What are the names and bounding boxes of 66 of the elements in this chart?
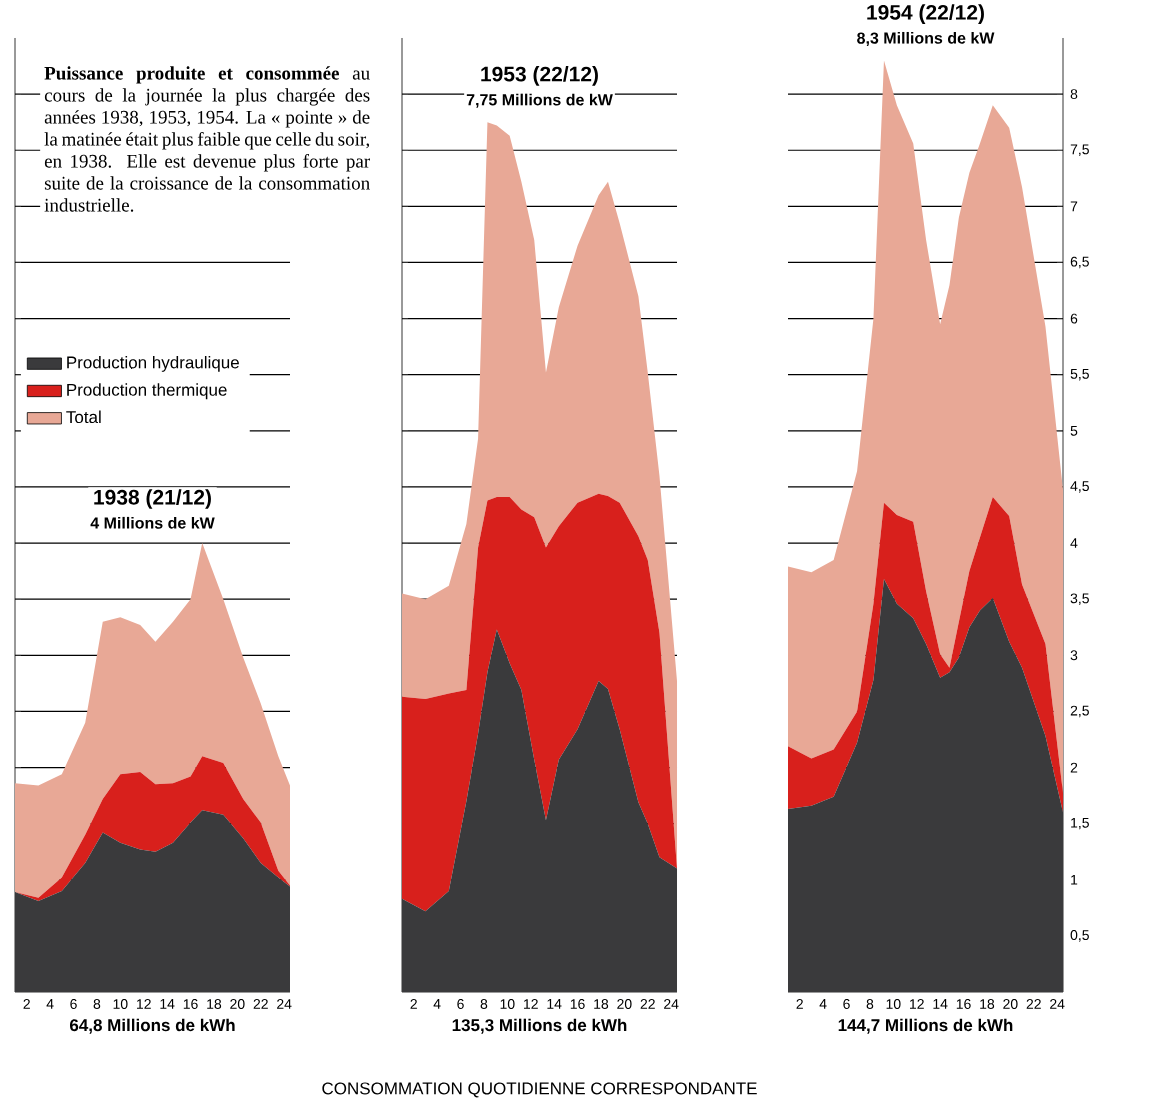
text: 4 Millions de kW [90,516,215,529]
x-tick-label: 8 [866,999,874,1009]
x-tick-label: 10 [500,999,515,1009]
y-tick-label: 1,5 [1071,817,1089,830]
y-tick-label: 5 [1070,425,1078,436]
y-tick-label: 8 [1070,89,1078,100]
x-tick-label: 4 [819,999,827,1009]
y-tick-label: 3,5 [1070,593,1089,605]
x-tick-label: 16 [956,999,971,1009]
x-tick-label: 18 [594,999,609,1009]
x-tick-label: 6 [70,999,77,1009]
legend-label: Production thermique [67,383,227,400]
x-tick-label: 8 [480,999,488,1009]
y-tick-label: 4,5 [1070,481,1089,493]
x-tick-label: 10 [886,999,901,1009]
x-tick-label: 20 [617,999,632,1009]
x-tick-label: 16 [183,999,198,1009]
x-tick-label: 24 [277,999,292,1009]
annotation: Puissance produite et consommée au cours de la journée la plus chargée des années 1938, 1953, 1954. La « pointe » de la matinée était plus faible que celle du soir, en 1938. Elle est devenue plus forte par suite de la croissance de la consommation industrielle. [44,66,370,212]
y-tick-label: 0,5 [1070,930,1089,942]
x-tick-label: 22 [1026,999,1041,1009]
y-tick-label: 6 [1070,313,1078,324]
y-tick-label: 6,5 [1070,256,1089,269]
x-tick-label: 12 [137,999,151,1009]
text: CONSOMMATION QUOTIDIENNE CORRESPONDANTE [322,1082,757,1098]
y-tick-label: 4 [1070,538,1078,548]
x-tick-label: 2 [23,999,30,1009]
x-tick-label: 4 [46,999,54,1009]
x-tick-label: 18 [207,999,222,1009]
x-tick-label: 8 [93,999,101,1009]
x-tick-label: 20 [1003,999,1018,1009]
text: 7,75 Millions de kW [466,93,613,108]
y-tick-label: 2 [1070,762,1078,773]
x-tick-label: 24 [664,999,679,1009]
text: 1953 (22/12) [481,66,598,86]
y-tick-label: 7,5 [1070,144,1089,156]
x-axis-title: 64,8 Millions de kWh [70,1018,235,1034]
x-tick-label: 24 [1050,999,1065,1009]
chart-title: 1954 (22/12) [867,4,984,24]
y-tick-label: 7 [1070,201,1078,212]
y-tick-label: 3 [1070,650,1078,661]
x-tick-label: 12 [524,999,538,1009]
x-tick-label: 6 [843,999,850,1009]
y-tick-label: 5,5 [1070,368,1089,381]
x-tick-label: 6 [457,999,464,1009]
x-tick-label: 14 [933,999,948,1009]
x-tick-label: 10 [113,999,128,1009]
x-tick-label: 2 [410,999,417,1009]
text: 1938 (21/12) [94,489,211,509]
legend-label: Total [66,410,101,424]
x-axis-title: 135,3 Millions de kWh [452,1018,627,1034]
chart-subtitle: 8,3 Millions de kW [857,31,995,47]
x-tick-label: 4 [433,999,441,1009]
x-tick-label: 20 [230,999,245,1009]
x-tick-label: 18 [980,999,995,1009]
x-tick-label: 22 [253,999,268,1009]
x-tick-label: 14 [547,999,562,1009]
x-tick-label: 12 [910,999,924,1009]
y-tick-label: 2,5 [1070,705,1089,718]
x-tick-label: 2 [796,999,803,1009]
x-tick-label: 22 [640,999,655,1009]
legend-label: Production hydraulique [67,355,239,372]
x-tick-label: 14 [160,999,175,1009]
x-axis-title: 144,7 Millions de kWh [838,1018,1013,1034]
y-tick-label: 1 [1071,874,1078,885]
x-tick-label: 16 [570,999,585,1009]
